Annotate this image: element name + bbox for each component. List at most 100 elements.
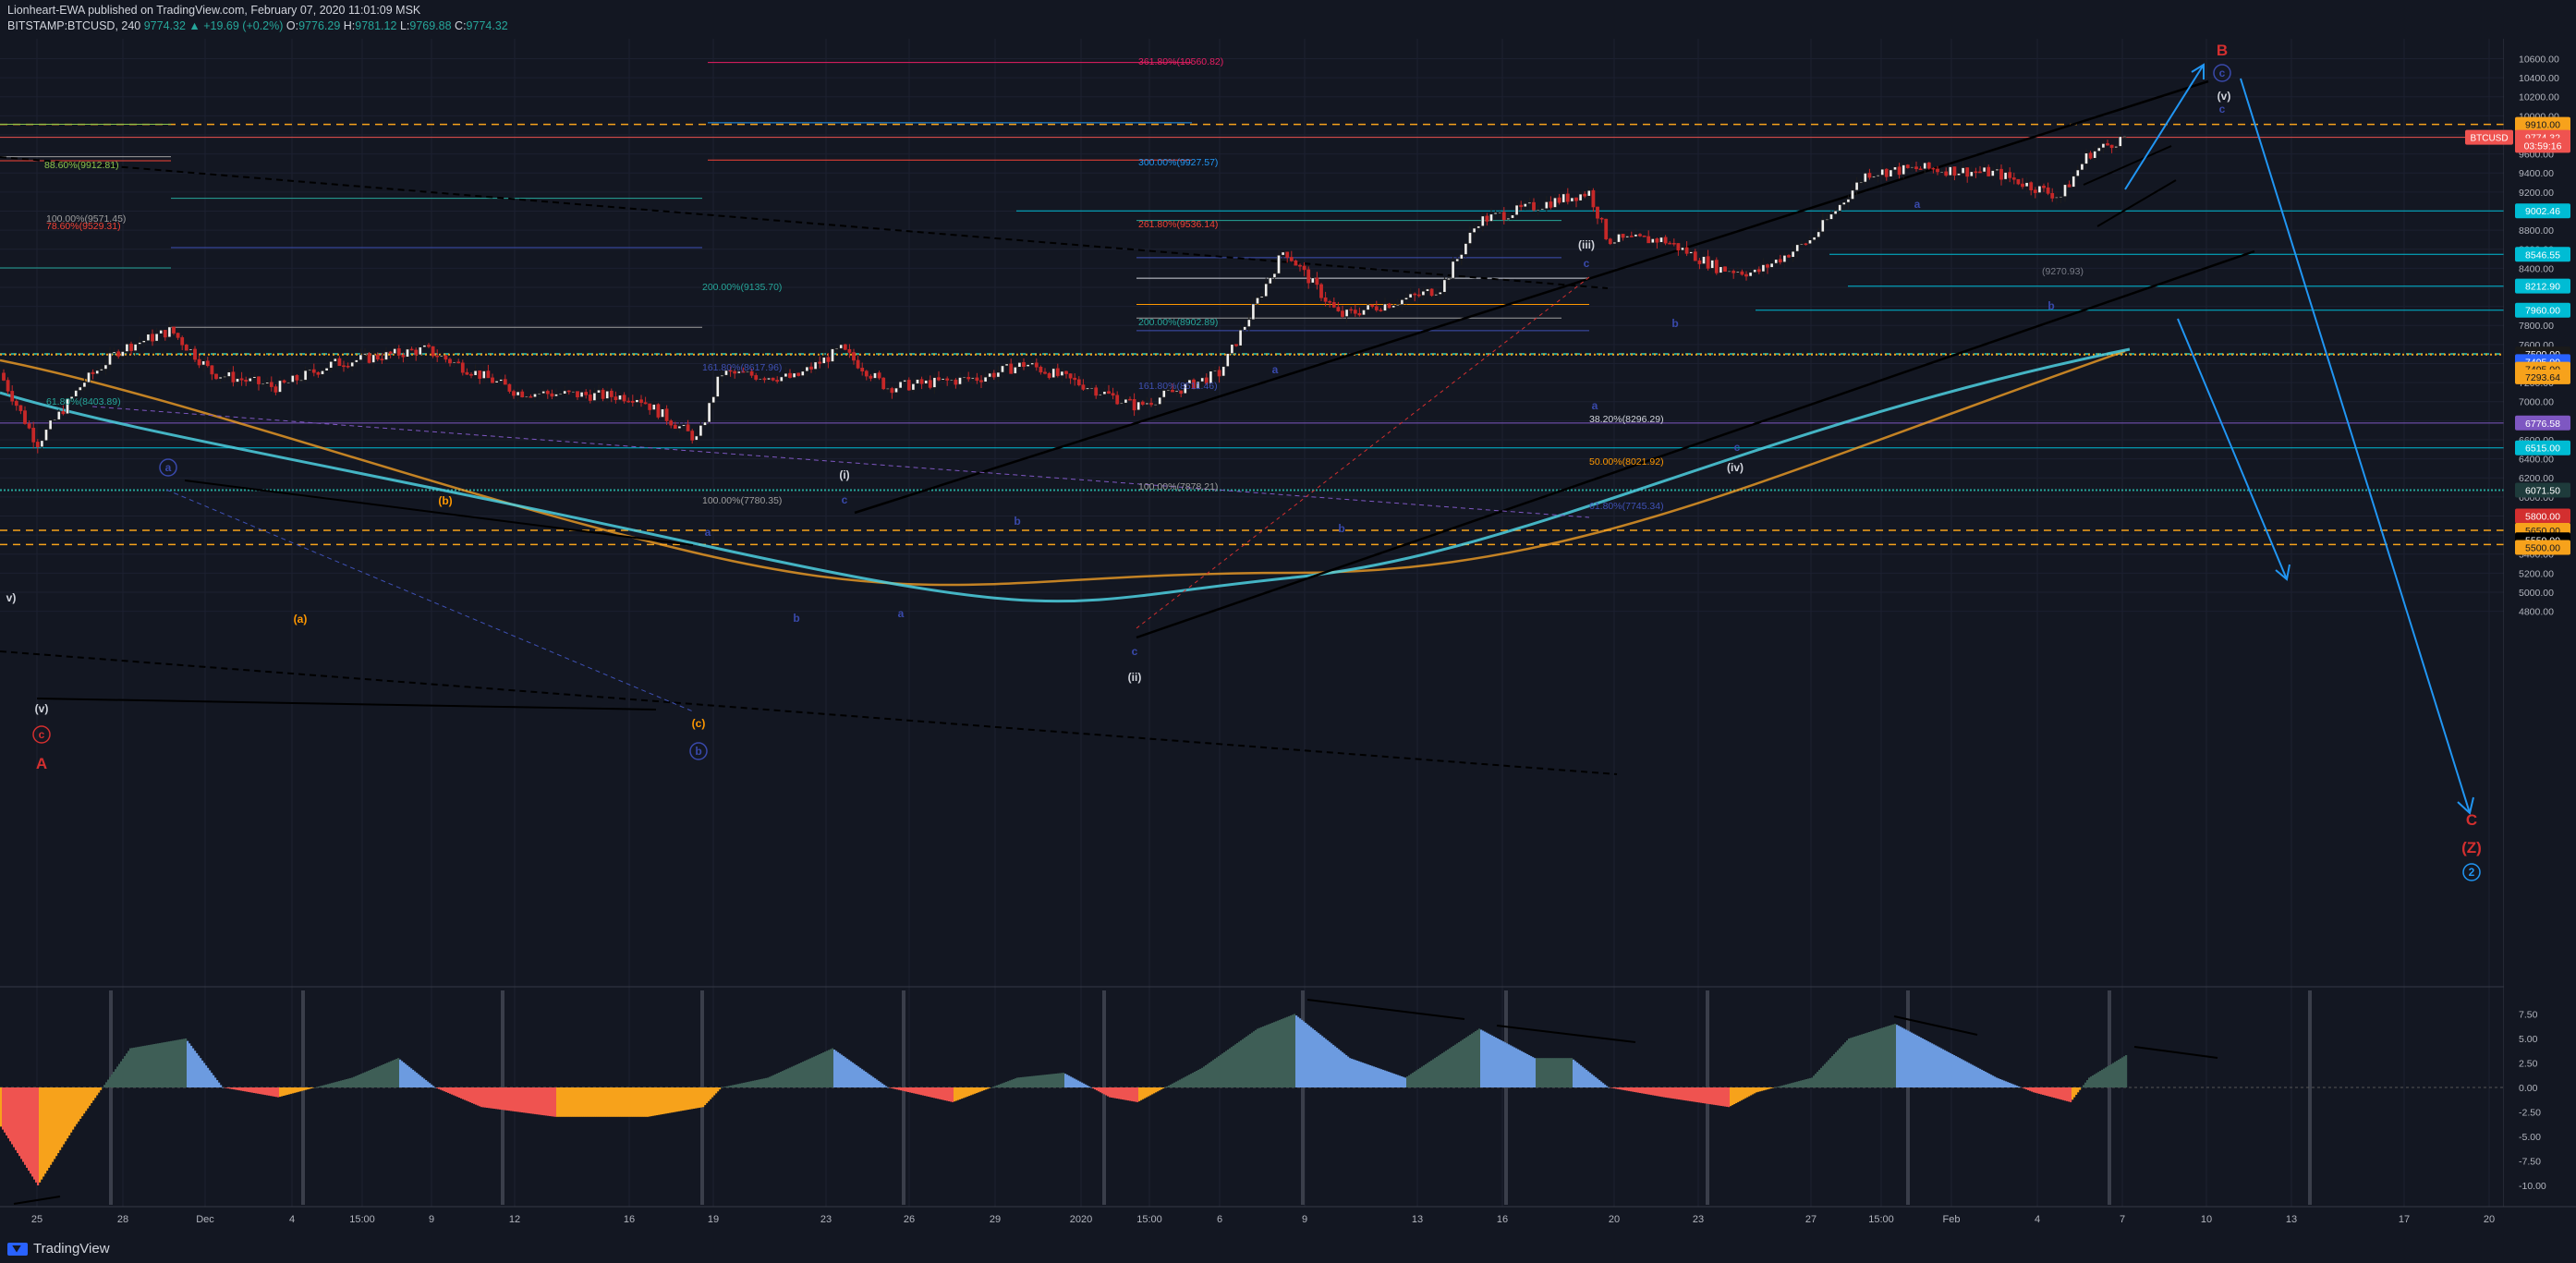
osc-bar — [96, 1087, 99, 1096]
candle-body — [1540, 208, 1545, 211]
osc-bar — [1083, 1083, 1086, 1087]
osc-bar — [1064, 1074, 1067, 1087]
price-tag — [2515, 278, 2570, 294]
osc-bar — [1412, 1073, 1415, 1087]
osc-bar — [1628, 1087, 1631, 1091]
osc-bar — [562, 1087, 565, 1117]
osc-bar — [517, 1087, 520, 1112]
candle-body — [363, 353, 367, 356]
candle-body — [1017, 362, 1022, 368]
osc-bar — [841, 1054, 844, 1087]
price-axis[interactable]: 10600.0010400.0010200.0010000.009800.009… — [2465, 39, 2576, 987]
osc-bar — [2116, 1061, 2119, 1087]
symbol-name[interactable]: BITSTAMP:BTCUSD, 240 — [7, 19, 141, 32]
candle-body — [749, 370, 754, 376]
symbol-tag — [2465, 129, 2513, 145]
osc-bar — [2051, 1087, 2054, 1098]
fib-label: 61.80%(8403.89) — [46, 396, 121, 407]
osc-bar — [1355, 1060, 1357, 1087]
forecast-arrow-up — [2124, 64, 2205, 190]
time-tick: 16 — [624, 1214, 635, 1225]
osc-bar — [2070, 1087, 2072, 1102]
osc-bar — [37, 1087, 40, 1185]
osc-bar — [249, 1087, 252, 1093]
candle-body — [924, 380, 929, 384]
symbol-legend[interactable]: BITSTAMP:BTCUSD, 240 9774.32 ▲ +19.69 (+… — [7, 19, 508, 32]
candle-body — [342, 365, 346, 368]
time-tick: 4 — [289, 1214, 295, 1225]
candle-body — [1825, 219, 1829, 221]
osc-bar — [20, 1087, 23, 1160]
candle-body — [1264, 283, 1269, 298]
candle-body — [1774, 259, 1779, 264]
osc-bar — [146, 1045, 149, 1087]
osc-bar — [1595, 1076, 1598, 1087]
price-tag — [2515, 138, 2570, 153]
osc-bar — [1416, 1070, 1418, 1087]
candle-body — [146, 334, 151, 342]
candle-body — [592, 392, 597, 401]
osc-bar — [1063, 1073, 1065, 1087]
osc-bar — [2112, 1063, 2115, 1087]
osc-bar — [852, 1063, 855, 1087]
osc-bar — [549, 1087, 552, 1117]
osc-bar — [1306, 1024, 1309, 1087]
price-tick: 10200.00 — [2519, 92, 2559, 103]
candle-body — [1841, 201, 1846, 205]
osc-bar — [1811, 1077, 1814, 1087]
candle-body — [1693, 251, 1697, 261]
candle-body — [1225, 353, 1230, 367]
price-chart[interactable]: 361.80%(10560.82)300.00%(9927.57)261.80%… — [0, 0, 2576, 1234]
terminal-wedge-top — [2083, 145, 2172, 186]
osc-bar — [1959, 1058, 1962, 1087]
candle-body — [1289, 257, 1294, 261]
osc-bar — [1687, 1087, 1690, 1101]
candle-body — [898, 381, 903, 389]
candle-body — [864, 370, 869, 377]
candle-body — [1076, 379, 1081, 385]
week-separator — [1301, 990, 1305, 1205]
osc-bar — [935, 1087, 938, 1099]
osc-bar — [896, 1087, 899, 1090]
candle-body — [1574, 197, 1578, 201]
osc-bar — [1051, 1074, 1054, 1087]
osc-bar — [1676, 1087, 1679, 1099]
osc-bar — [238, 1087, 241, 1091]
candle-body — [720, 374, 724, 377]
candle-body — [839, 344, 844, 349]
wedge-top — [184, 480, 694, 546]
oscillator-axis[interactable]: 7.505.002.500.00-2.50-5.00-7.50-10.00 — [2504, 987, 2576, 1207]
osc-bar — [1602, 1083, 1605, 1087]
osc-bar — [819, 1053, 821, 1087]
osc-bar — [593, 1087, 596, 1117]
osc-bar — [1695, 1087, 1697, 1102]
candle-body — [414, 349, 419, 356]
osc-bar — [985, 1087, 988, 1090]
tradingview-logo[interactable]: TradingView — [7, 1241, 110, 1257]
osc-bar — [1087, 1085, 1089, 1087]
osc-bar — [61, 1087, 64, 1148]
candle-body — [1209, 370, 1213, 384]
osc-bar — [909, 1087, 912, 1093]
osc-bar — [379, 1065, 382, 1087]
osc-bar — [1635, 1087, 1638, 1093]
osc-bar — [384, 1063, 387, 1087]
osc-bar — [133, 1047, 136, 1087]
osc-bar — [1768, 1087, 1771, 1089]
dashed-purple — [91, 406, 1590, 518]
osc-bar — [1046, 1075, 1049, 1087]
osc-bar — [1844, 1042, 1847, 1087]
candle-body — [163, 330, 167, 338]
osc-bar — [1865, 1033, 1867, 1087]
osc-bar — [1726, 1087, 1729, 1107]
osc-bar — [1323, 1037, 1326, 1087]
osc-bar — [2016, 1086, 2019, 1087]
osc-divergence-line — [1306, 999, 1465, 1020]
osc-bar — [1395, 1074, 1398, 1087]
candle-body — [1766, 264, 1769, 268]
time-axis[interactable]: 25 28 Dec 4 15:00 9 12 16 19 23 26 29 2020 15:00 6 9 13 1… — [0, 1206, 2576, 1234]
candle-body — [18, 405, 23, 411]
osc-bar — [1526, 1053, 1529, 1087]
osc-bar — [2007, 1082, 2010, 1087]
osc-bar — [1427, 1063, 1429, 1087]
